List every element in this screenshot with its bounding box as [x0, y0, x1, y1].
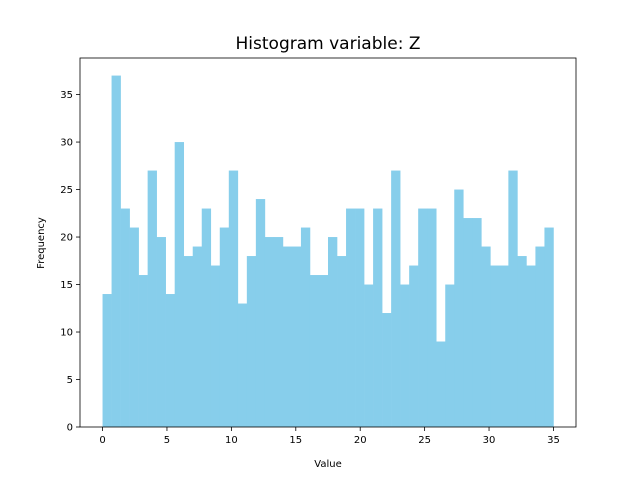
histogram-bar: [382, 313, 392, 427]
x-tick-label: 25: [418, 435, 431, 446]
histogram-bar: [409, 265, 419, 427]
histogram-bar: [291, 246, 302, 427]
x-tick-label: 15: [289, 435, 302, 446]
histogram-bar: [355, 208, 365, 427]
histogram-bar: [309, 275, 320, 427]
histogram-bar: [183, 256, 194, 427]
x-tick-label: 5: [164, 435, 170, 446]
histogram-bar: [210, 265, 221, 427]
histogram-bar: [300, 227, 311, 427]
y-tick-label: 15: [60, 280, 73, 291]
histogram-bar: [111, 75, 121, 428]
histogram-bar: [138, 275, 148, 427]
y-tick-label: 20: [60, 233, 73, 244]
histogram-bar: [517, 256, 527, 427]
histogram-bar: [364, 284, 374, 427]
histogram-bar: [246, 256, 257, 427]
y-tick-label: 5: [67, 375, 73, 386]
histogram-bar: [129, 227, 139, 427]
histogram-bar: [481, 246, 491, 427]
y-tick-label: 0: [67, 423, 73, 434]
y-tick-label: 30: [60, 138, 73, 149]
y-tick-label: 25: [60, 185, 73, 196]
histogram-bar: [337, 256, 347, 427]
x-tick-label: 35: [547, 435, 560, 446]
histogram-bar: [328, 237, 338, 427]
x-tick-label: 10: [225, 435, 238, 446]
histogram-bar: [264, 237, 275, 427]
histogram-bar: [219, 227, 230, 427]
histogram-bar: [526, 265, 536, 427]
histogram-bar: [427, 208, 437, 427]
y-axis-ticks: 0 5 10 15 20 25 30 35: [60, 90, 80, 434]
histogram-bar: [400, 284, 410, 427]
histogram-bar: [255, 199, 266, 427]
histogram-bar: [147, 170, 157, 427]
histogram-bar: [228, 170, 239, 427]
histogram-bar: [165, 294, 175, 427]
histogram-bar: [454, 189, 464, 427]
histogram-bar: [282, 246, 293, 427]
histogram-bar: [508, 170, 518, 427]
x-tick-label: 30: [483, 435, 496, 446]
histogram-bar: [273, 237, 284, 427]
y-tick-label: 35: [60, 90, 73, 101]
x-axis-ticks: 0 5 10 15 20 25 30 35: [99, 427, 560, 446]
histogram-bar: [120, 208, 130, 427]
histogram-bar: [391, 170, 401, 427]
y-axis-label: Frequency: [36, 217, 47, 269]
y-tick-label: 10: [60, 328, 73, 339]
histogram-bar: [102, 294, 112, 427]
histogram-bar: [373, 208, 383, 427]
histogram-bar: [192, 246, 203, 427]
x-tick-label: 20: [354, 435, 367, 446]
histogram-bar: [445, 284, 455, 427]
bars-group: [102, 75, 554, 428]
chart-title: Histogram variable: Z: [236, 34, 421, 54]
histogram-bar: [490, 265, 500, 427]
histogram-bar: [156, 237, 166, 427]
histogram-bar: [318, 275, 329, 427]
x-axis-label: Value: [314, 459, 341, 470]
histogram-bar: [174, 142, 185, 427]
histogram-bar: [463, 218, 473, 427]
x-tick-label: 0: [99, 435, 105, 446]
histogram-bar: [472, 218, 482, 427]
histogram-bar: [201, 208, 212, 427]
histogram-bar: [544, 227, 554, 427]
histogram-bar: [346, 208, 356, 427]
histogram-bar: [499, 265, 509, 427]
histogram-bar: [418, 208, 428, 427]
plot-frame: [79, 57, 577, 428]
histogram-bar: [535, 246, 545, 427]
histogram-bar: [237, 303, 248, 427]
histogram-bar: [436, 341, 446, 427]
